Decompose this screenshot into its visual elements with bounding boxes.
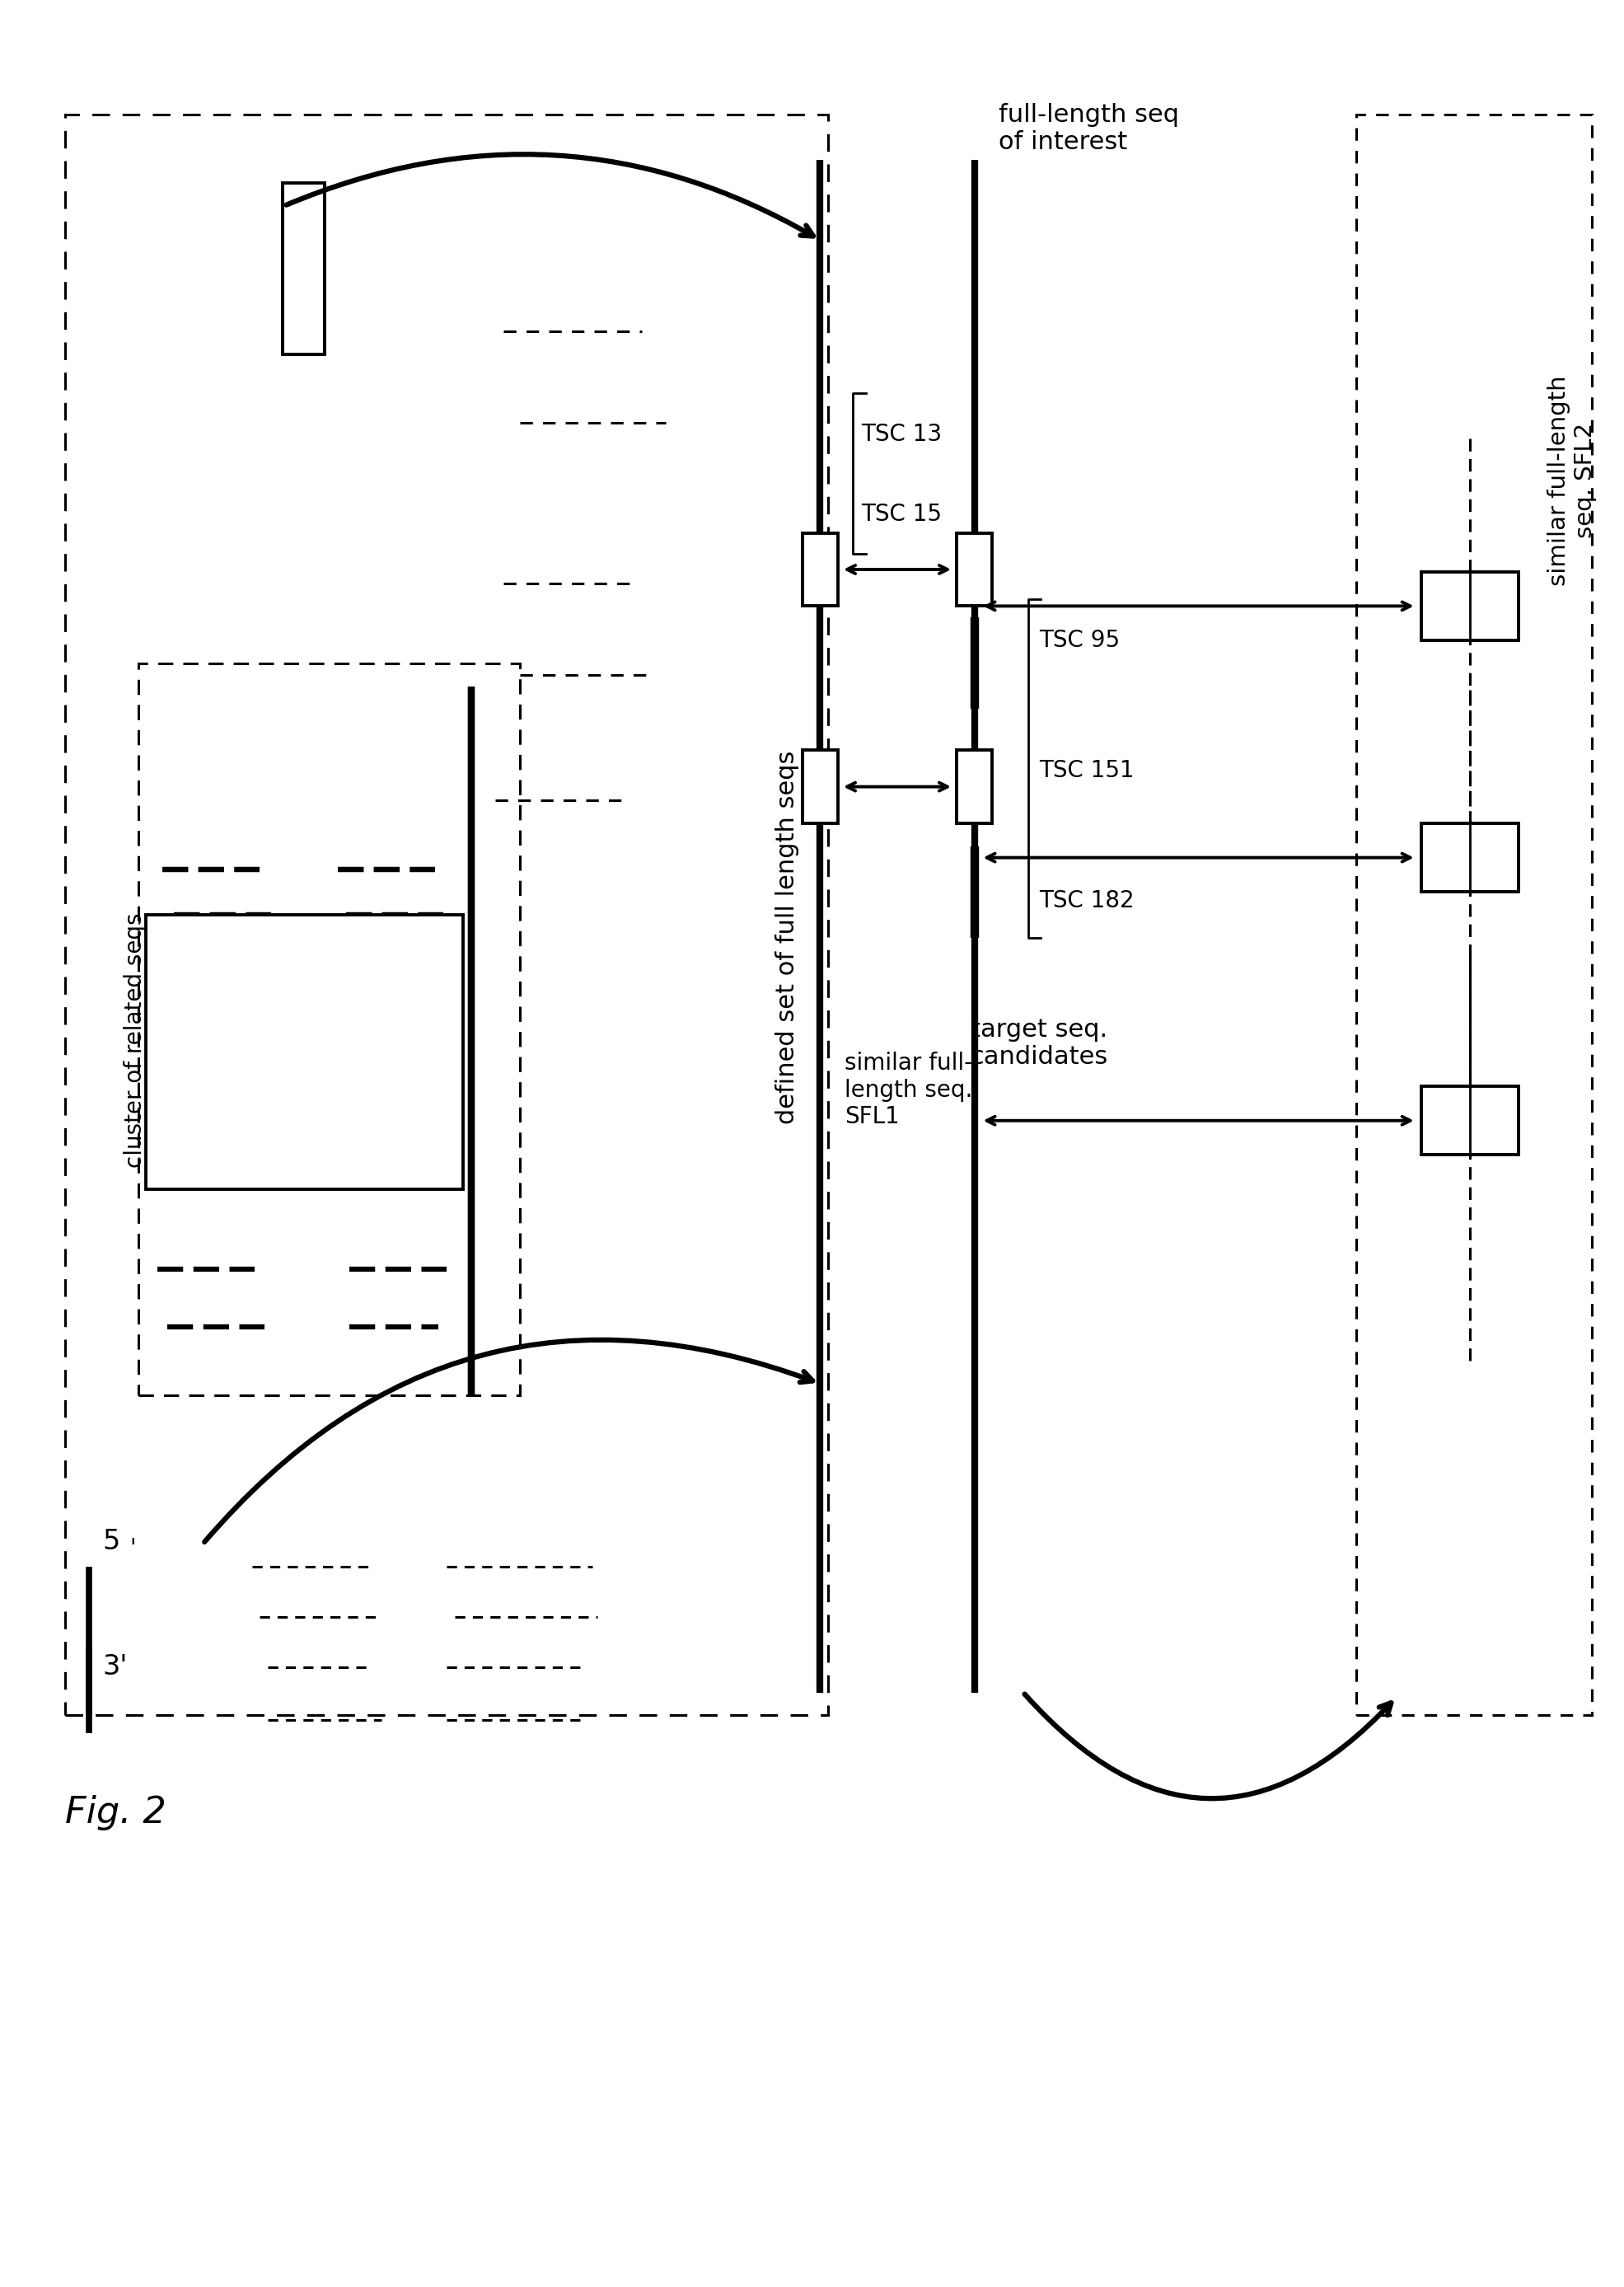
Text: ': ' [130, 1537, 136, 1560]
Text: 3': 3' [102, 1654, 127, 1681]
Text: 5: 5 [102, 1528, 120, 1555]
Text: TSC 151: TSC 151 [1039, 759, 1135, 782]
Bar [283, 183, 325, 354]
Bar [1421, 823, 1518, 892]
Text: similar full-
length seq.
SFL1: similar full- length seq. SFL1 [844, 1052, 973, 1127]
Text: Fig. 2: Fig. 2 [65, 1795, 166, 1830]
Bar [1421, 572, 1518, 640]
Text: TSC 182: TSC 182 [1039, 890, 1135, 913]
Text: TSC 13: TSC 13 [861, 423, 942, 446]
Text: cluster of related seqs: cluster of related seqs [123, 913, 146, 1169]
Text: full-length seq
of interest: full-length seq of interest [999, 103, 1179, 156]
Text: TSC 95: TSC 95 [1039, 629, 1121, 652]
Text: similar full-length
seq, SFL2: similar full-length seq, SFL2 [1548, 375, 1596, 585]
Bar [1421, 1086, 1518, 1155]
Text: target seq.
candidates: target seq. candidates [971, 1018, 1108, 1070]
Bar [146, 915, 463, 1189]
Bar [957, 533, 992, 606]
Bar [802, 533, 838, 606]
Text: defined set of full length seqs: defined set of full length seqs [776, 750, 799, 1125]
Bar [802, 750, 838, 823]
Text: TSC 15: TSC 15 [861, 503, 942, 526]
Bar [957, 750, 992, 823]
